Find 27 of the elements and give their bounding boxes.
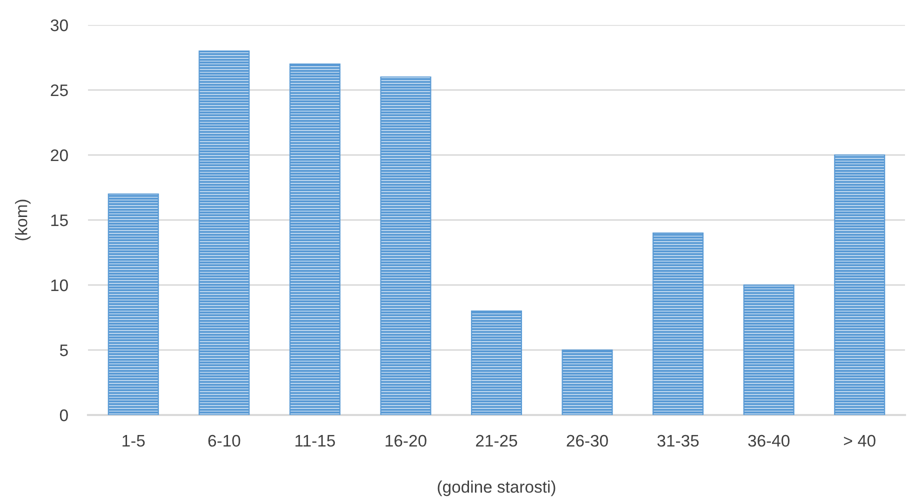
x-tick-label: 16-20 <box>386 434 426 447</box>
y-axis-title: (kom) <box>15 200 31 240</box>
x-tick-label: 1-5 <box>122 435 145 447</box>
bar <box>470 310 522 415</box>
bar <box>834 154 886 415</box>
x-axis-title: (godine starosti) <box>438 480 556 496</box>
y-tick-label: 5 <box>60 344 68 356</box>
x-tick-label: 6-10 <box>208 434 240 447</box>
bar <box>108 193 159 415</box>
x-tick-label: 21-25 <box>476 434 518 447</box>
x-tick-label: 31-35 <box>657 434 699 447</box>
y-tick-label: 0 <box>60 409 68 422</box>
y-tick-label: 10 <box>51 279 68 292</box>
x-tick-label: 11-15 <box>296 435 335 447</box>
y-tick-label: 25 <box>50 84 68 96</box>
bar <box>562 349 613 415</box>
bar <box>652 232 704 415</box>
x-tick-label: 26-30 <box>566 434 608 447</box>
bar <box>380 76 432 415</box>
bar <box>198 50 250 415</box>
y-tick-label: 15 <box>51 214 68 226</box>
bar <box>289 63 340 415</box>
x-tick-label: 36-40 <box>748 434 790 447</box>
y-tick-label: 30 <box>50 19 68 32</box>
bar <box>743 284 794 415</box>
y-tick-label: 20 <box>50 149 68 162</box>
x-tick-label: > 40 <box>844 434 876 447</box>
